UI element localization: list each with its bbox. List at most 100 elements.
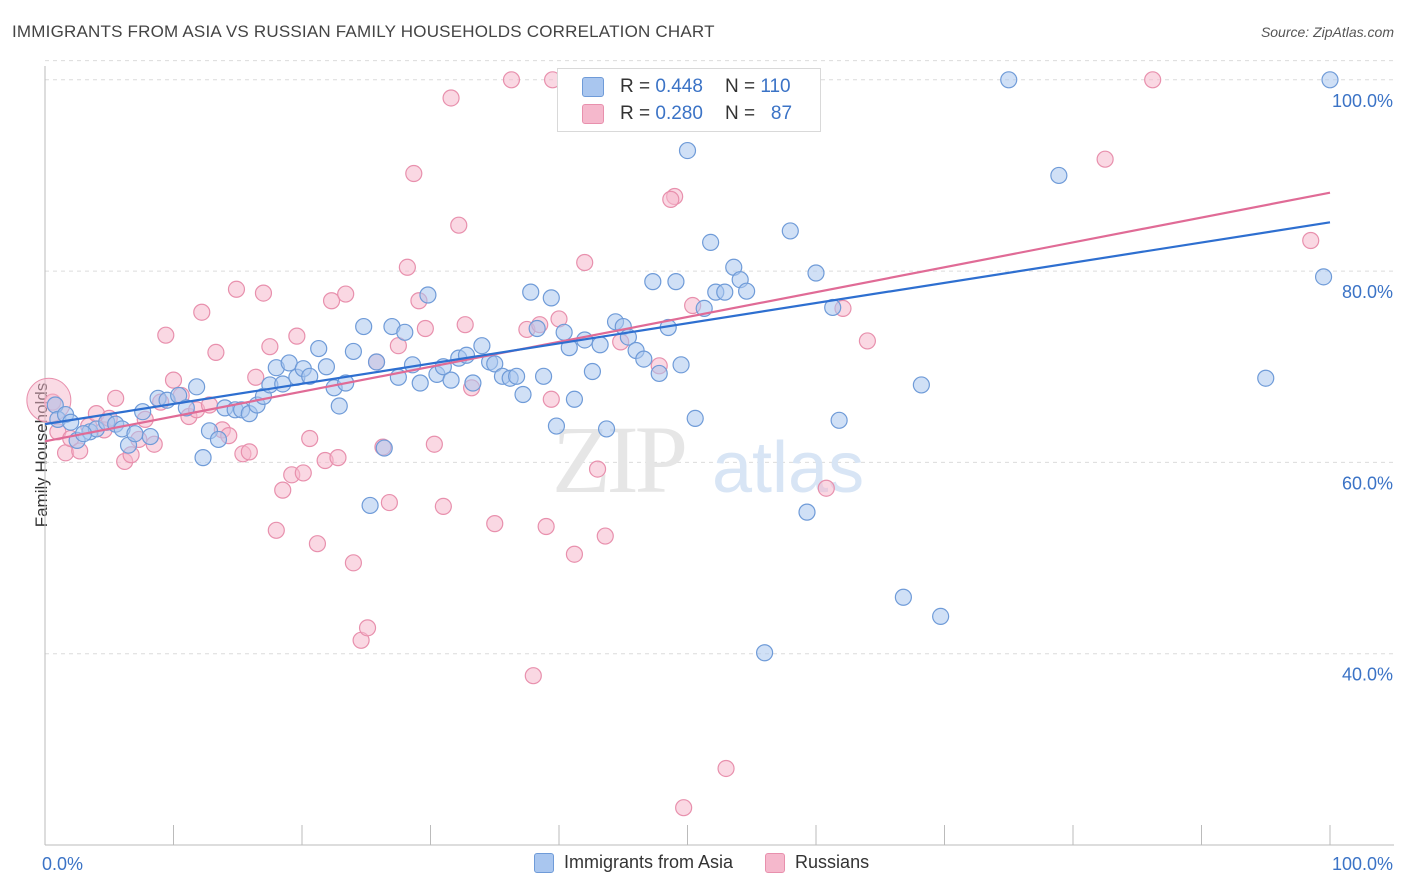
- tick-labels: 40.0% 60.0% 80.0% 100.0% 0.0% 100.0%: [42, 91, 1393, 874]
- russians-point: [717, 759, 735, 778]
- stats-r-value: 0.280: [655, 103, 703, 124]
- axes: [44, 66, 1394, 846]
- y-tick-label: 100.0%: [1332, 91, 1393, 111]
- stats-n-label: N =: [724, 76, 756, 97]
- russians-point: [576, 253, 594, 272]
- stats-n-value: 87: [770, 103, 793, 124]
- asia-point: [274, 375, 292, 393]
- asia-point: [514, 385, 532, 404]
- russians-point: [434, 497, 452, 515]
- asia-point: [330, 397, 348, 415]
- gridlines: [45, 60, 1394, 655]
- asia-point: [411, 374, 429, 392]
- russians-point: [425, 435, 443, 453]
- russians-point: [157, 326, 175, 344]
- russians-point: [405, 164, 423, 183]
- asia-point: [555, 323, 573, 341]
- asia-point: [686, 409, 704, 428]
- russians-point: [308, 535, 327, 553]
- stats-r-label: R =: [620, 103, 651, 124]
- stats-r-value: 0.448: [655, 76, 703, 97]
- asia-point: [1000, 71, 1018, 89]
- asia-point: [534, 367, 553, 385]
- y-tick-label: 80.0%: [1342, 282, 1393, 302]
- asia-point: [1321, 71, 1339, 89]
- stats-r-label: R =: [620, 76, 651, 97]
- russians-point: [358, 619, 377, 637]
- asia-point: [344, 342, 362, 361]
- asia-point: [188, 378, 206, 396]
- asia-point: [464, 374, 482, 392]
- asia-point: [650, 364, 668, 383]
- russians-point: [537, 517, 555, 536]
- asia-point: [1314, 268, 1333, 286]
- russians-point: [207, 343, 225, 362]
- russians-point: [524, 667, 542, 685]
- asia-point: [755, 644, 774, 662]
- russians-point: [596, 527, 614, 545]
- asia-point: [1050, 166, 1068, 185]
- asia-point: [781, 222, 799, 240]
- trend-lines: [44, 191, 1331, 443]
- asia-point: [547, 417, 566, 435]
- asia-point: [177, 399, 195, 417]
- asia-point: [678, 141, 697, 160]
- asia-point: [419, 286, 437, 304]
- stats-swatch-russians: [582, 104, 604, 124]
- russians-point: [294, 464, 312, 482]
- asia-point: [126, 425, 144, 443]
- legend-item-russians[interactable]: Russians: [765, 852, 869, 873]
- source-label: Source: ZipAtlas.com: [1260, 24, 1394, 40]
- x-tick-label: 0.0%: [42, 854, 83, 874]
- legend-swatch-asia: [534, 852, 554, 873]
- asia-point: [716, 283, 734, 301]
- russians-point: [1096, 150, 1114, 168]
- asia-point: [565, 390, 584, 408]
- asia-point: [672, 356, 690, 374]
- legend: Immigrants from Asia Russians: [534, 852, 901, 873]
- russians-point: [267, 521, 285, 539]
- russians-point: [329, 449, 347, 467]
- asia-point: [702, 233, 720, 252]
- russians-point: [322, 292, 341, 310]
- watermark-atlas: atlas: [712, 428, 864, 508]
- asia-point: [442, 371, 460, 389]
- asia-point: [486, 355, 504, 373]
- russians-point: [486, 515, 504, 533]
- asia-point: [542, 289, 560, 307]
- russians-point: [107, 389, 125, 407]
- series-immigrants-from-asia: [46, 71, 1339, 662]
- stats-row-asia: R = 0.448 N = 110: [582, 74, 791, 100]
- trend-line-asia: [44, 221, 1331, 426]
- asia-point: [473, 337, 491, 355]
- russians-point: [542, 390, 560, 408]
- russians-point: [858, 332, 877, 350]
- russians-point: [416, 319, 434, 338]
- stats-row-russians: R = 0.280 N = 87: [582, 101, 792, 127]
- russians-point: [337, 285, 355, 303]
- asia-point: [507, 367, 526, 385]
- russians-point: [456, 316, 474, 334]
- chart-title: IMMIGRANTS FROM ASIA VS RUSSIAN FAMILY H…: [12, 22, 715, 41]
- y-tick-label: 40.0%: [1342, 665, 1393, 685]
- asia-point: [932, 607, 950, 625]
- asia-point: [738, 282, 756, 300]
- x-tick-label: 100.0%: [1332, 854, 1393, 874]
- trend-line-russians: [44, 191, 1331, 443]
- asia-point: [355, 317, 373, 336]
- asia-point: [62, 413, 80, 431]
- asia-point: [194, 449, 212, 467]
- russians-point: [398, 258, 416, 276]
- russians-point: [588, 460, 607, 478]
- asia-point: [375, 439, 393, 457]
- asia-point: [134, 403, 152, 421]
- asia-point: [522, 283, 540, 301]
- russians-point: [261, 338, 279, 356]
- asia-point: [528, 319, 546, 338]
- russians-point: [247, 368, 265, 386]
- russians-point: [254, 284, 273, 302]
- russians-point: [380, 493, 398, 512]
- asia-point: [209, 430, 228, 449]
- legend-item-asia[interactable]: Immigrants from Asia: [534, 852, 733, 873]
- asia-point: [310, 339, 328, 358]
